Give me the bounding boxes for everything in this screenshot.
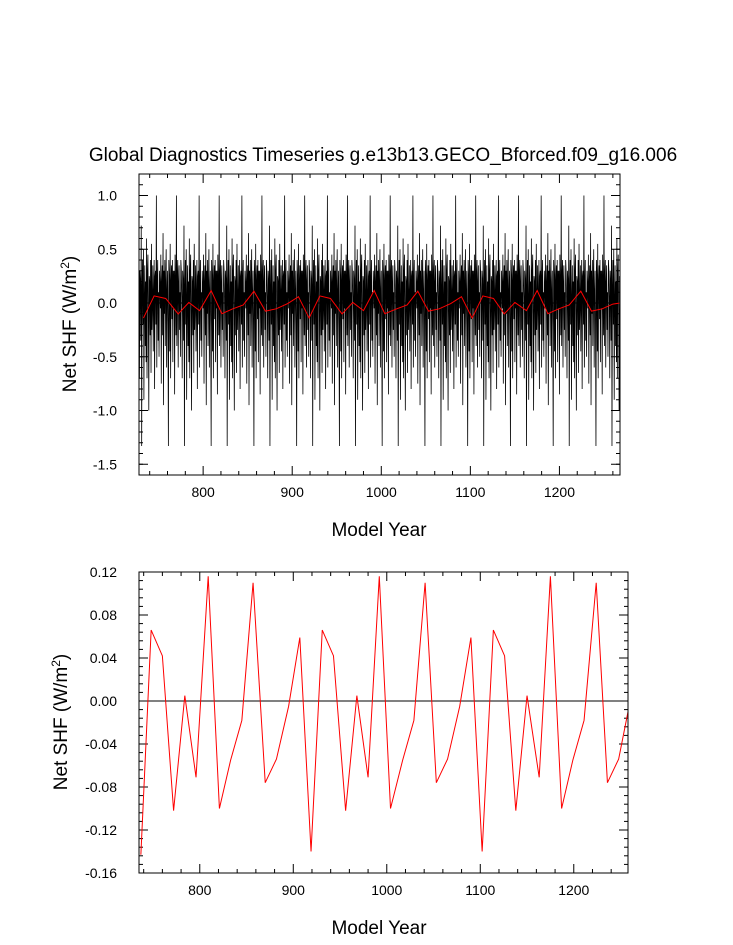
bottom-y-axis-label: Net SHF (W/m2) xyxy=(49,654,72,791)
bottom-chart: 800 900 1000 1100 1200 0.12 0.08 0.04 0.00 -0.04 -… xyxy=(49,564,629,939)
top-y-tick-label: -0.5 xyxy=(93,349,117,365)
top-y-tick-label: 0.5 xyxy=(98,241,118,257)
top-chart: Global Diagnostics Timeseries g.e13b13.G… xyxy=(58,145,677,541)
bottom-y-tick-label: 0.00 xyxy=(90,693,117,709)
bottom-plot-frame xyxy=(138,571,629,874)
bottom-x-tick-label: 1000 xyxy=(371,882,402,898)
bottom-x-tick-label: 900 xyxy=(282,882,306,898)
top-x-tick-label: 900 xyxy=(281,484,305,500)
bottom-x-tick-label: 1200 xyxy=(558,882,589,898)
bottom-x-tick-label: 800 xyxy=(188,882,212,898)
chart-title: Global Diagnostics Timeseries g.e13b13.G… xyxy=(89,145,677,166)
bottom-y-tick-label: -0.04 xyxy=(85,736,117,752)
bottom-annual-series-line xyxy=(140,576,628,855)
bottom-plot-area: 800 900 1000 1100 1200 0.12 0.08 0.04 0.00 -0.04 -… xyxy=(85,564,628,898)
top-y-tick-label: 0.0 xyxy=(98,295,118,311)
bottom-y-tick-label: -0.08 xyxy=(85,779,117,795)
top-plot-frame xyxy=(138,173,621,476)
top-monthly-series-line xyxy=(139,195,620,446)
bottom-y-tick-label: -0.16 xyxy=(85,865,117,881)
top-x-axis-label: Model Year xyxy=(331,520,427,541)
bottom-y-tick-label: -0.12 xyxy=(85,822,117,838)
top-x-tick-label: 1000 xyxy=(366,484,397,500)
top-y-tick-label: -1.5 xyxy=(93,456,117,472)
top-y-axis-label: Net SHF (W/m2) xyxy=(58,256,81,393)
bottom-y-tick-label: 0.12 xyxy=(90,564,117,580)
top-annual-series-line xyxy=(142,289,620,320)
top-y-tick-label: -1.0 xyxy=(93,403,117,419)
bottom-x-tick-label: 1100 xyxy=(465,882,495,898)
top-plot-area: 800 900 1000 1100 1200 1.0 0.5 0.0 -0.5 -1.0 -1.5 xyxy=(93,173,620,500)
top-x-tick-label: 800 xyxy=(191,484,215,500)
top-x-tick-label: 1100 xyxy=(455,484,485,500)
top-x-tick-label: 1200 xyxy=(544,484,575,500)
top-y-tick-label: 1.0 xyxy=(98,188,118,204)
bottom-y-tick-label: 0.08 xyxy=(90,607,117,623)
bottom-y-tick-label: 0.04 xyxy=(90,650,117,666)
bottom-x-axis-label: Model Year xyxy=(331,918,427,939)
